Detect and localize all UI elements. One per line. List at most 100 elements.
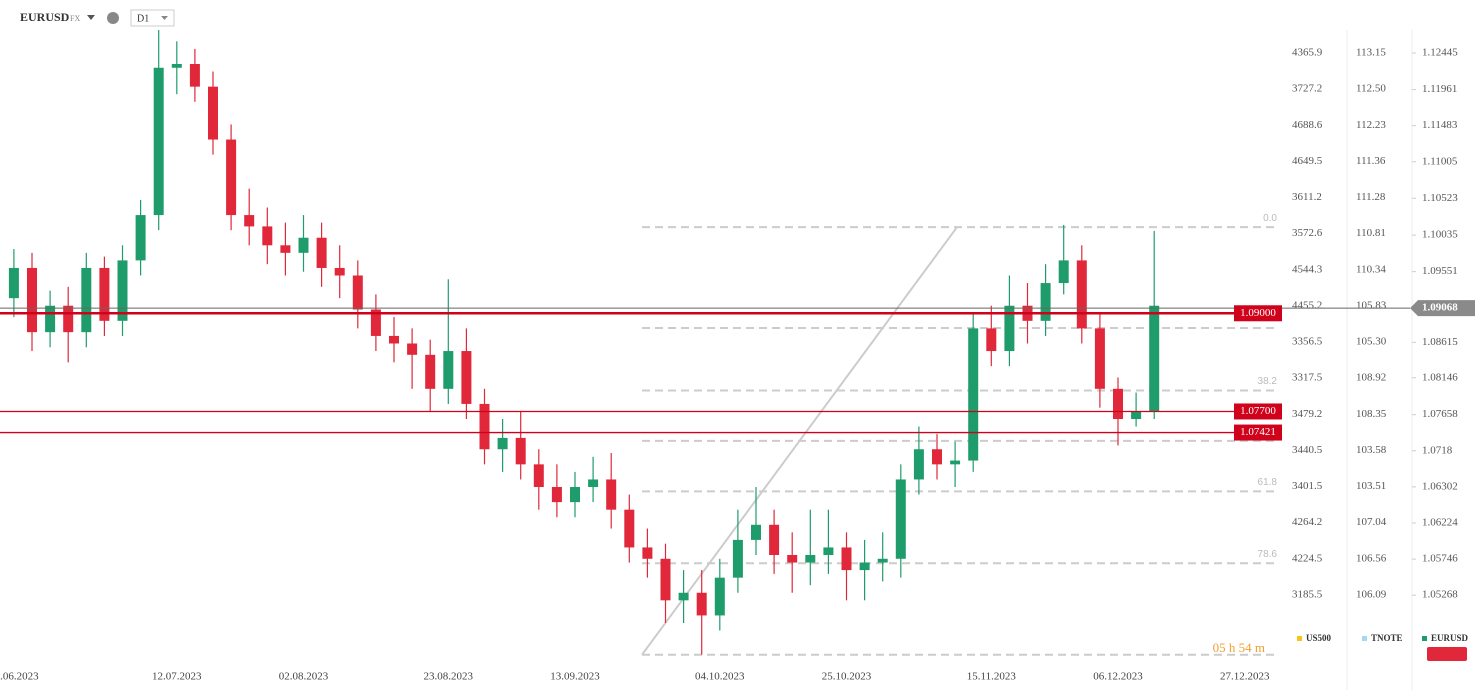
candle-body bbox=[624, 509, 635, 548]
candle-body bbox=[334, 267, 345, 276]
candle-body bbox=[244, 215, 255, 227]
legend-label[interactable]: EURUSD bbox=[1431, 633, 1469, 643]
timeframe-select[interactable] bbox=[130, 9, 175, 27]
overlay-axis-label: 107.04 bbox=[1356, 516, 1387, 528]
overlay-axis-label: 110.81 bbox=[1356, 227, 1386, 239]
candle-body bbox=[986, 328, 997, 352]
candle-body bbox=[262, 226, 273, 246]
overlay-axis-label: 3317.5 bbox=[1292, 372, 1323, 384]
candle-body bbox=[696, 592, 707, 616]
y-tick-label: 1.08615 bbox=[1422, 336, 1458, 348]
candle-body bbox=[787, 555, 798, 563]
candle-body bbox=[1004, 305, 1015, 352]
candle-body bbox=[1040, 283, 1051, 321]
timeframe-dropdown bbox=[161, 16, 168, 20]
candle-body bbox=[877, 558, 888, 563]
x-tick-label: 02.08.2023 bbox=[279, 671, 329, 683]
overlay-axis-label: 112.50 bbox=[1356, 83, 1386, 95]
y-tick-label: 1.09551 bbox=[1422, 265, 1458, 277]
candle-body bbox=[63, 305, 74, 333]
candle-body bbox=[1058, 260, 1069, 284]
candle-body bbox=[1113, 388, 1123, 420]
fib-label: 0.0 bbox=[1263, 213, 1277, 224]
candle-body bbox=[895, 479, 906, 559]
x-tick-label: 23.08.2023 bbox=[424, 671, 474, 683]
overlay-axis-label: 105.83 bbox=[1356, 299, 1387, 311]
x-tick-label: 21.06.2023 bbox=[0, 671, 39, 683]
candle-body bbox=[588, 479, 599, 488]
overlay-axis-label: 4224.5 bbox=[1292, 552, 1323, 564]
legend-label[interactable]: US500 bbox=[1306, 633, 1332, 643]
x-tick-label: 04.10.2023 bbox=[695, 671, 745, 683]
candle-body bbox=[515, 437, 526, 465]
overlay-axis-label: 108.92 bbox=[1356, 372, 1386, 384]
overlay-axis-label: 108.35 bbox=[1356, 408, 1387, 420]
overlay-axis-label: 105.30 bbox=[1356, 336, 1387, 348]
candle-body bbox=[298, 237, 309, 253]
candle-body bbox=[859, 562, 870, 571]
candle-body bbox=[370, 309, 381, 336]
candle-body bbox=[135, 215, 146, 261]
candle-body bbox=[913, 449, 924, 480]
overlay-axis-label: 3440.5 bbox=[1292, 444, 1323, 456]
price-level-label: 1.07421 bbox=[1240, 426, 1276, 438]
candle-body bbox=[841, 547, 852, 571]
candle-body bbox=[81, 267, 92, 333]
fib-label: 61.8 bbox=[1258, 477, 1278, 488]
overlay-axis-label: 111.28 bbox=[1356, 191, 1386, 203]
symbol-dropdown[interactable] bbox=[87, 15, 95, 20]
bar-timer: 05 h 54 m bbox=[1213, 640, 1265, 655]
y-tick-label: 1.11961 bbox=[1422, 83, 1457, 95]
candle-body bbox=[533, 464, 544, 488]
candle-body bbox=[660, 558, 671, 601]
overlay-axis-label: 103.58 bbox=[1356, 444, 1387, 456]
y-tick-label: 1.07658 bbox=[1422, 408, 1458, 420]
candle-body bbox=[1149, 305, 1160, 412]
legend-active[interactable] bbox=[1427, 647, 1467, 661]
x-tick-label: 25.10.2023 bbox=[822, 671, 872, 683]
overlay-axis-label: 103.51 bbox=[1356, 480, 1386, 492]
candle-body bbox=[352, 275, 363, 310]
symbol[interactable]: EURUSD bbox=[20, 10, 70, 24]
y-tick-label: 1.06302 bbox=[1422, 480, 1458, 492]
overlay-axis-label: 3185.5 bbox=[1292, 588, 1323, 600]
legend-label[interactable]: TNOTE bbox=[1371, 633, 1403, 643]
candle-body bbox=[479, 403, 490, 450]
x-tick-label: 12.07.2023 bbox=[152, 671, 202, 683]
y-tick-label: 1.10523 bbox=[1422, 192, 1458, 204]
candle-body bbox=[932, 449, 942, 465]
info-icon[interactable] bbox=[107, 12, 119, 24]
candle-body bbox=[171, 63, 182, 68]
candle-body bbox=[189, 63, 200, 87]
candle-body bbox=[950, 460, 961, 465]
candle-body bbox=[1076, 260, 1087, 329]
overlay-axis-label: 110.34 bbox=[1356, 263, 1386, 275]
candle-body bbox=[769, 524, 780, 555]
price-level-label: 1.07700 bbox=[1240, 405, 1276, 417]
x-tick-label: 15.11.2023 bbox=[967, 671, 1017, 683]
legend-swatch bbox=[1362, 636, 1367, 641]
current-price-tag bbox=[1410, 300, 1475, 317]
y-tick-label: 1.0718 bbox=[1422, 444, 1453, 456]
candle-body bbox=[606, 479, 617, 510]
candle-body bbox=[443, 351, 454, 389]
candle-body bbox=[805, 555, 816, 563]
overlay-axis-label: 106.09 bbox=[1356, 588, 1387, 600]
fib-trend bbox=[641, 226, 958, 656]
candle-body bbox=[642, 547, 653, 559]
overlay-axis-label: 4544.3 bbox=[1292, 263, 1323, 275]
candle-body bbox=[425, 354, 436, 389]
candle-body bbox=[1131, 411, 1142, 420]
y-tick-label: 1.12445 bbox=[1422, 47, 1458, 59]
candle-body bbox=[570, 487, 580, 503]
candle-body bbox=[226, 139, 237, 216]
candle-body bbox=[751, 524, 761, 540]
candle-body bbox=[389, 335, 399, 344]
y-tick-label: 1.10035 bbox=[1422, 229, 1458, 241]
overlay-axis-label: 3401.5 bbox=[1292, 480, 1323, 492]
overlay-axis-label: 4649.5 bbox=[1292, 155, 1323, 167]
overlay-axis-label: 111.36 bbox=[1356, 155, 1386, 167]
candle-body bbox=[497, 437, 508, 450]
